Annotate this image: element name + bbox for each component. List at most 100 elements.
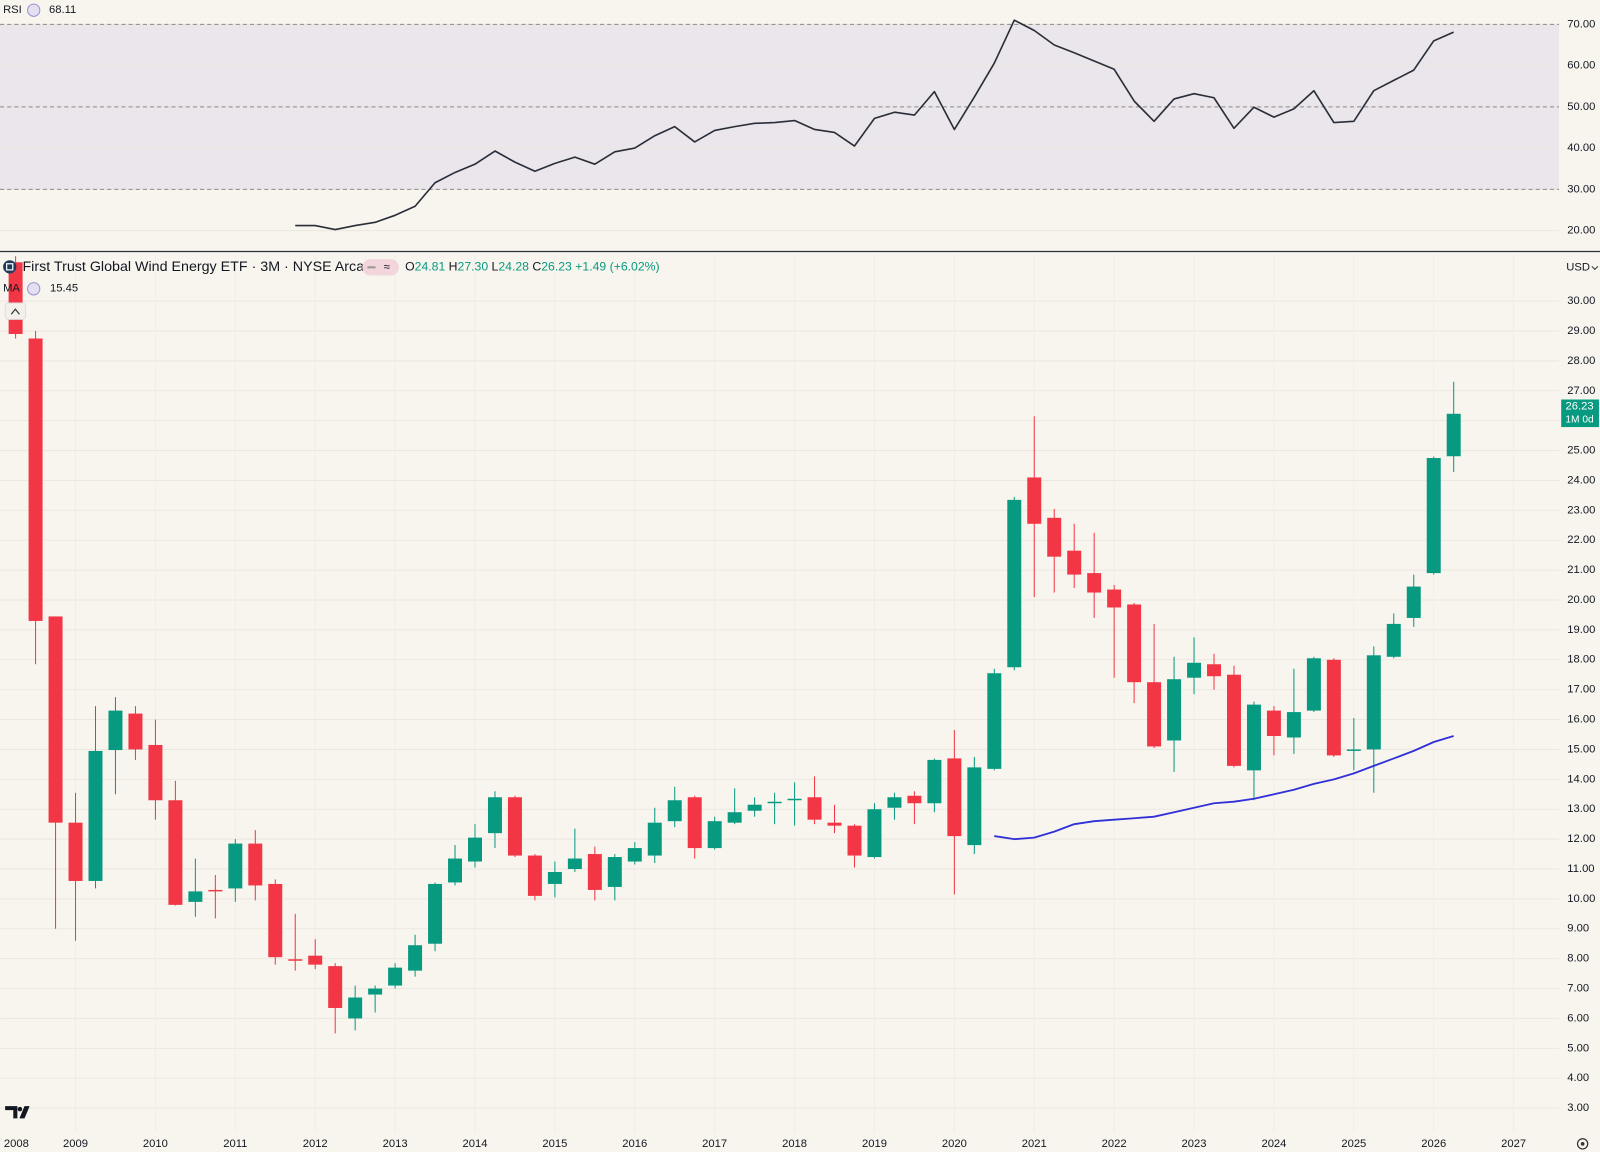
ma-legend-name: MA: [3, 283, 20, 295]
candle-body: [228, 843, 243, 889]
x-tick-label: 2009: [63, 1138, 88, 1150]
price-tag-countdown: 1M 0d: [1565, 415, 1594, 426]
y-tick-label: 15.00: [1567, 743, 1595, 755]
candle-body: [667, 800, 682, 822]
candle-body: [647, 822, 662, 856]
ma-line: [994, 735, 1454, 841]
y-tick-label: 60.00: [1567, 60, 1595, 72]
rsi-settings-icon[interactable]: [27, 3, 41, 17]
currency-chevron: [1591, 265, 1599, 271]
x-tick-label: 2018: [782, 1138, 807, 1150]
candle-body: [128, 713, 143, 750]
candle-body: [148, 744, 163, 801]
x-tick-label: 2008: [4, 1138, 29, 1150]
candle-body: [48, 616, 63, 823]
candle-body: [68, 822, 83, 881]
y-tick-label: 40.00: [1567, 142, 1595, 154]
legend-pill[interactable]: [362, 259, 399, 276]
candle-body: [807, 797, 822, 820]
candle-body: [1326, 659, 1341, 756]
candle-body: [1306, 658, 1321, 711]
candle-body: [767, 801, 782, 804]
ohlc-key: C: [532, 260, 541, 274]
ohlc-value: 26.23: [541, 260, 572, 274]
ohlc-key: O: [405, 260, 415, 274]
candle-body: [967, 767, 982, 846]
y-tick-label: 28.00: [1567, 355, 1595, 367]
legend-pill-icon: ≈: [384, 261, 390, 273]
legend-pill-icon: [367, 266, 376, 269]
candle-body: [248, 843, 263, 886]
currency[interactable]: USD: [1566, 261, 1590, 273]
settings-icon[interactable]: [1576, 1138, 1589, 1150]
y-tick-label: 30.00: [1567, 183, 1595, 195]
y-tick-label: 12.00: [1567, 833, 1595, 845]
candle-body: [1127, 604, 1142, 683]
candle-body: [627, 848, 642, 862]
candle-body: [687, 797, 702, 849]
candle-body: [1187, 662, 1202, 678]
y-tick-label: 11.00: [1567, 863, 1594, 875]
candle-body: [1266, 710, 1281, 736]
y-tick-label: 14.00: [1567, 773, 1595, 785]
y-tick-label: 4.00: [1567, 1072, 1589, 1084]
candle-body: [987, 673, 1002, 769]
candle-body: [587, 854, 602, 890]
y-tick-label: 70.00: [1567, 18, 1595, 30]
y-tick-label: 20.00: [1567, 225, 1595, 237]
candle-body: [168, 800, 183, 905]
x-tick-label: 2023: [1182, 1138, 1207, 1150]
candle-body: [388, 967, 403, 986]
ohlc-legend: O24.81 H27.30 L24.28 C26.23 +1.49 (+6.02…: [405, 260, 660, 274]
y-tick-label: 30.00: [1567, 295, 1595, 307]
candle-body: [1386, 623, 1401, 657]
y-tick-label: 9.00: [1567, 923, 1589, 935]
y-tick-label: 27.00: [1567, 385, 1595, 397]
y-tick-label: 17.00: [1567, 684, 1595, 696]
candle-body: [208, 889, 223, 892]
candle-body: [1007, 499, 1022, 668]
x-tick-label: 2013: [383, 1138, 408, 1150]
candle-body: [468, 837, 482, 862]
candle-body: [1446, 413, 1461, 457]
x-tick-label: 2015: [542, 1138, 567, 1150]
y-tick-label: 23.00: [1567, 504, 1595, 516]
candle-body: [408, 945, 423, 971]
candle-body: [88, 750, 103, 881]
candle-body: [1107, 589, 1122, 608]
candle-body: [368, 988, 383, 995]
y-tick-label: 20.00: [1567, 594, 1595, 606]
settings-icon-center: [1580, 1142, 1585, 1146]
x-tick-label: 2024: [1261, 1138, 1286, 1150]
candle-body: [707, 821, 722, 849]
candle-body: [747, 804, 762, 811]
candle-body: [108, 710, 123, 751]
candle-body: [927, 759, 942, 804]
candle-body: [1406, 586, 1421, 618]
logo-dot: [17, 1106, 23, 1112]
ma-settings-icon[interactable]: [27, 282, 41, 296]
y-tick-label: 22.00: [1567, 534, 1595, 546]
candle-body: [1226, 674, 1241, 766]
x-tick-label: 2012: [303, 1138, 328, 1150]
candle-body: [507, 797, 522, 856]
ohlc-value: 27.30: [458, 260, 489, 274]
candle-body: [727, 812, 742, 823]
collapse-button[interactable]: [4, 302, 27, 320]
logo[interactable]: [5, 1106, 30, 1119]
y-tick-label: 10.00: [1567, 893, 1595, 905]
candle-body: [607, 857, 622, 887]
x-tick-label: 2025: [1341, 1138, 1366, 1150]
y-tick-label: 50.00: [1567, 101, 1595, 113]
candle-body: [1027, 477, 1042, 524]
y-tick-label: 29.00: [1567, 325, 1595, 337]
candle-body: [487, 797, 502, 834]
candle-body: [1147, 682, 1162, 747]
candle-body: [268, 883, 283, 958]
candle-body: [907, 795, 922, 804]
x-tick-label: 2017: [702, 1138, 727, 1150]
candle-body: [1207, 664, 1222, 677]
